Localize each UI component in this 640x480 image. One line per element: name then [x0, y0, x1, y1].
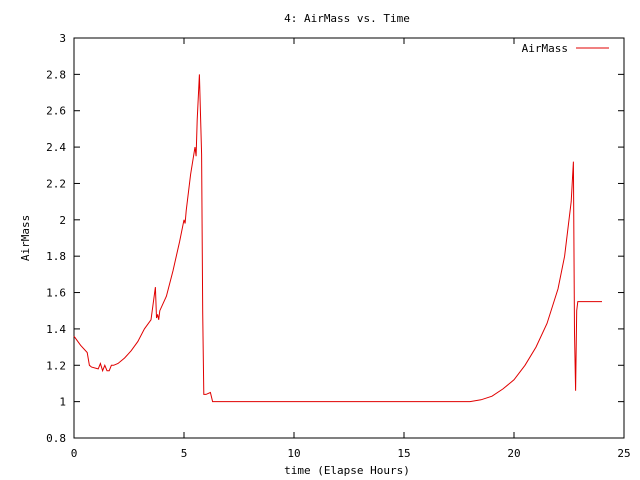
y-tick-label: 1.6 [46, 287, 66, 300]
x-axis-label: time (Elapse Hours) [284, 464, 410, 477]
y-tick-label: 0.8 [46, 432, 66, 445]
y-tick-label: 2.8 [46, 68, 66, 81]
x-tick-label: 25 [617, 447, 630, 460]
chart-title: 4: AirMass vs. Time [284, 12, 410, 25]
plot-frame [73, 37, 625, 439]
y-tick-label: 3 [59, 32, 66, 45]
series-line-airmass [73, 74, 602, 403]
y-tick-label: 1.4 [46, 323, 66, 336]
x-tick-label: 0 [71, 447, 78, 460]
y-tick-label: 2.2 [46, 177, 66, 190]
y-tick-label: 1 [59, 396, 66, 409]
y-tick-label: 2.6 [46, 105, 66, 118]
y-tick-label: 1.8 [46, 250, 66, 263]
y-tick-label: 2 [59, 214, 66, 227]
x-tick-label: 10 [287, 447, 300, 460]
y-tick-label: 1.2 [46, 359, 66, 372]
legend-label: AirMass [522, 42, 568, 55]
x-tick-label: 20 [507, 447, 520, 460]
y-axis: 0.8 1 1.2 1.4 1.6 1.8 2 2.2 2.4 2.6 2.8 3 [46, 32, 624, 445]
x-tick-label: 5 [181, 447, 188, 460]
y-axis-label: AirMass [19, 215, 32, 261]
y-tick-label: 2.4 [46, 141, 66, 154]
x-tick-label: 15 [397, 447, 410, 460]
x-axis: 0 5 10 15 20 25 [71, 38, 631, 460]
legend: AirMass [522, 42, 609, 55]
